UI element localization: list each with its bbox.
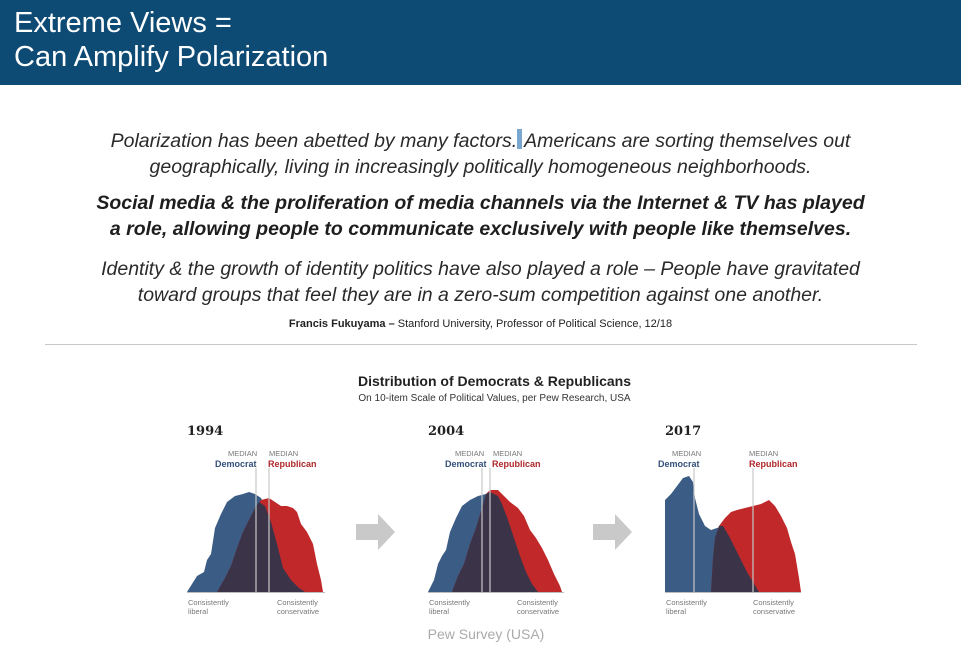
quote-paragraph-1-line-1: Polarization has been abetted by many fa…	[20, 128, 941, 154]
attribution-detail: Stanford University, Professor of Politi…	[397, 318, 673, 330]
panel-2004-dem-median-label: MEDIAN	[455, 449, 485, 458]
panel-2017-year: 2017	[665, 424, 702, 439]
quote-p1-part-a: Polarization has been abetted by many fa…	[110, 130, 518, 152]
quote-paragraph-1-line-2: geographically, living in increasingly p…	[149, 156, 812, 178]
slide-title-line-2: Can Amplify Polarization	[14, 41, 329, 73]
panel-2017-left-line1: Consistently	[666, 598, 707, 607]
panel-2017-right-line1: Consistently	[753, 598, 794, 607]
attribution-author: Francis Fukuyama –	[288, 318, 395, 330]
panel-1994-rep-label: Republican	[268, 459, 317, 469]
panel-1994-distribution	[187, 468, 325, 593]
footer-source: Pew Survey (USA)	[427, 626, 545, 642]
panel-2017-right-line2: conservative	[753, 607, 796, 616]
panel-2004-overlap-area	[452, 492, 538, 592]
panel-2004-dem-label: Democrat	[445, 459, 487, 469]
panel-2004-right-axis-label: Consistently conservative	[517, 598, 559, 616]
panel-1994-right-axis-label: Consistently conservative	[277, 598, 319, 616]
panel-2017-distribution	[665, 468, 801, 593]
panel-1994-dem-label: Democrat	[215, 459, 257, 469]
chart-subtitle: On 10-item Scale of Political Values, pe…	[358, 393, 631, 404]
transition-arrow-1	[356, 514, 395, 550]
divider	[45, 344, 917, 345]
quote-paragraph-2-line-2: a role, allowing people to communicate e…	[109, 218, 852, 240]
panel-2004-left-line1: Consistently	[429, 598, 470, 607]
panel-2017-overlap-area	[711, 526, 759, 592]
panel-2004-right-line1: Consistently	[517, 598, 558, 607]
panel-1994-year: 1994	[187, 424, 224, 439]
title-bar: Extreme Views = Can Amplify Polarization	[0, 0, 961, 85]
panel-2017-left-axis-label: Consistently liberal	[666, 598, 707, 616]
panel-1994-rep-median-label: MEDIAN	[269, 449, 299, 458]
text-cursor-marker	[517, 129, 523, 149]
attribution: Francis Fukuyama – Stanford University, …	[0, 318, 961, 330]
panel-2004-year: 2004	[428, 424, 465, 439]
panel-1994-right-line2: conservative	[277, 607, 320, 616]
quote-paragraph-3-line-2: toward groups that feel they are in a ze…	[137, 284, 824, 306]
transition-arrow-2	[593, 514, 632, 550]
panel-1994-dem-median-label: MEDIAN	[228, 449, 258, 458]
panel-1994-overlap-area	[217, 502, 305, 592]
panel-2004-rep-median-label: MEDIAN	[493, 449, 523, 458]
panel-2017-dem-label: Democrat	[658, 459, 700, 469]
panel-2004-rep-label: Republican	[492, 459, 541, 469]
panel-1994-right-line1: Consistently	[277, 598, 318, 607]
quote-paragraph-3-line-1: Identity & the growth of identity politi…	[101, 258, 860, 280]
panel-2004-right-line2: conservative	[517, 607, 560, 616]
quote-p1-part-b: Americans are sorting themselves out	[524, 130, 851, 152]
panel-2004-left-axis-label: Consistently liberal	[429, 598, 470, 616]
panel-2004-distribution	[428, 468, 564, 593]
panel-2004-left-line2: liberal	[429, 607, 450, 616]
panel-1994-left-line2: liberal	[188, 607, 209, 616]
panel-2017-rep-label: Republican	[749, 459, 798, 469]
panel-2017-dem-median-label: MEDIAN	[672, 449, 702, 458]
panel-1994-left-axis-label: Consistently liberal	[188, 598, 229, 616]
slide-title-line-1: Extreme Views =	[14, 7, 232, 39]
panel-1994-left-line1: Consistently	[188, 598, 229, 607]
quote-paragraph-2-line-1: Social media & the proliferation of medi…	[96, 192, 865, 214]
chart-title: Distribution of Democrats & Republicans	[357, 373, 632, 389]
panel-2017-left-line2: liberal	[666, 607, 687, 616]
panel-2017-rep-median-label: MEDIAN	[749, 449, 779, 458]
panel-2017-right-axis-label: Consistently conservative	[753, 598, 795, 616]
